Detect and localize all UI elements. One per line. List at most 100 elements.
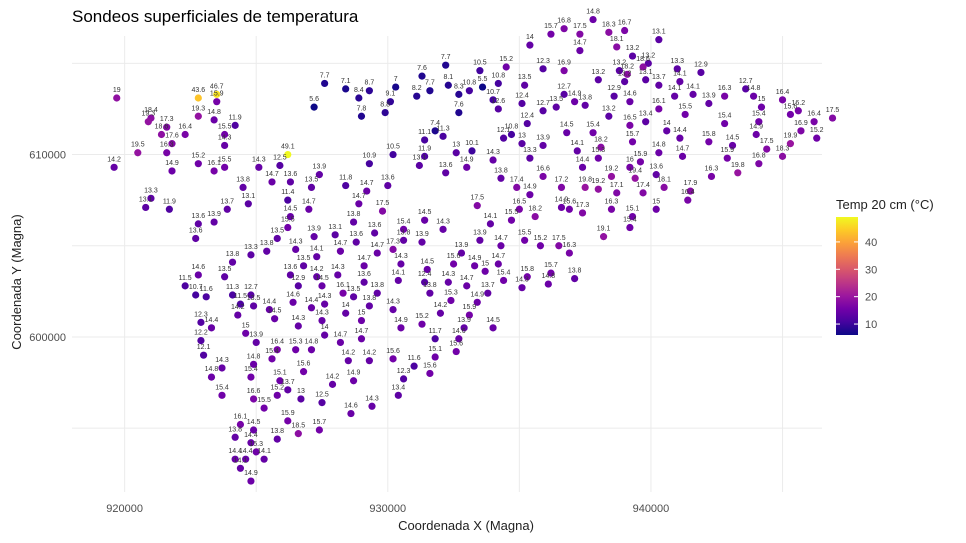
data-label: 16.9 xyxy=(794,120,808,127)
data-label: 15 xyxy=(242,322,250,329)
data-point xyxy=(394,276,402,285)
data-point xyxy=(210,218,218,226)
data-point xyxy=(399,236,408,244)
data-point xyxy=(673,65,681,73)
data-point xyxy=(389,306,397,314)
data-label: 12.4 xyxy=(520,113,534,120)
data-point xyxy=(334,271,342,279)
data-label: 17.3 xyxy=(576,202,590,209)
data-label: 14.8 xyxy=(247,353,261,360)
data-point xyxy=(439,132,447,140)
data-point xyxy=(352,238,360,246)
data-label: 14.1 xyxy=(668,85,682,92)
data-point xyxy=(639,63,647,71)
data-label: 14.3 xyxy=(386,299,400,306)
data-point xyxy=(499,134,508,142)
data-point xyxy=(421,152,429,160)
data-point xyxy=(426,87,434,95)
data-label: 13.9 xyxy=(702,92,716,99)
data-label: 16.1 xyxy=(652,98,666,105)
data-point xyxy=(399,225,408,233)
data-point xyxy=(655,105,663,113)
data-label: 13.8 xyxy=(494,167,508,174)
data-point xyxy=(207,373,216,381)
data-label: 15.7 xyxy=(544,262,558,269)
data-point xyxy=(349,377,358,385)
data-point xyxy=(560,67,568,75)
data-label: 14.5 xyxy=(268,308,282,315)
data-point xyxy=(273,391,281,399)
data-point xyxy=(236,420,245,429)
data-label: 15.2 xyxy=(499,56,513,63)
data-label: 15.6 xyxy=(297,361,311,368)
data-point xyxy=(499,276,508,285)
data-label: 14.4 xyxy=(673,127,687,134)
data-label: 14.7 xyxy=(494,235,508,242)
data-label: 13 xyxy=(297,388,305,395)
data-label: 15.3 xyxy=(592,147,606,154)
data-label: 13.3 xyxy=(670,58,684,65)
data-point xyxy=(310,233,318,241)
data-label: 14 xyxy=(526,34,534,41)
data-label: 13.6 xyxy=(284,264,298,271)
data-point xyxy=(210,116,218,124)
data-point xyxy=(144,118,152,126)
data-label: 10.7 xyxy=(189,284,203,291)
data-point xyxy=(494,79,502,88)
data-point xyxy=(247,291,255,299)
data-point xyxy=(576,30,584,38)
data-label: 19.4 xyxy=(628,167,642,174)
data-label: 16.4 xyxy=(776,89,790,96)
data-point xyxy=(292,346,300,354)
data-point xyxy=(786,140,795,148)
data-label: 5.6 xyxy=(309,96,319,103)
data-point xyxy=(578,209,587,217)
data-label: 13.6 xyxy=(439,162,453,169)
data-label: 13.5 xyxy=(305,176,319,183)
data-label: 12.5 xyxy=(315,392,329,399)
data-label: 8.2 xyxy=(412,85,422,92)
data-point xyxy=(671,92,679,100)
data-label: 14.9 xyxy=(460,156,474,163)
data-label: 13.5 xyxy=(218,266,232,273)
data-point xyxy=(594,76,602,84)
data-point xyxy=(778,152,787,160)
data-label: 14.5 xyxy=(315,275,329,282)
data-point xyxy=(218,364,226,372)
data-point xyxy=(294,322,302,330)
data-point xyxy=(610,92,618,100)
data-label: 17.3 xyxy=(160,116,174,123)
data-point xyxy=(336,338,345,347)
data-point xyxy=(460,324,468,332)
data-point xyxy=(299,262,308,270)
data-point xyxy=(581,101,589,109)
data-point xyxy=(397,260,405,268)
data-label: 13.9 xyxy=(473,229,487,236)
data-point xyxy=(276,377,284,385)
data-label: 19.3 xyxy=(192,105,206,112)
data-point xyxy=(655,36,663,44)
data-label: 18.6 xyxy=(155,123,169,130)
data-label: 14.5 xyxy=(486,317,500,324)
data-point xyxy=(644,59,652,67)
data-point xyxy=(518,99,526,108)
data-label: 16.9 xyxy=(557,60,571,67)
data-label: 14.9 xyxy=(165,160,179,167)
data-point xyxy=(452,149,460,157)
data-label: 13.7 xyxy=(652,74,666,81)
data-label: 14.1 xyxy=(570,140,584,147)
data-point xyxy=(465,87,473,95)
data-label: 7.7 xyxy=(425,80,435,87)
data-point xyxy=(365,160,373,168)
data-point xyxy=(181,282,189,290)
data-label: 15.1 xyxy=(273,370,287,377)
data-point xyxy=(252,338,260,347)
data-label: 15.9 xyxy=(463,304,477,311)
data-point xyxy=(199,351,208,359)
data-label: 19 xyxy=(113,87,121,94)
data-label: 14.4 xyxy=(244,432,258,439)
data-point xyxy=(239,183,247,191)
data-point xyxy=(447,296,455,305)
data-label: 12.4 xyxy=(418,271,432,278)
data-point xyxy=(565,249,573,257)
